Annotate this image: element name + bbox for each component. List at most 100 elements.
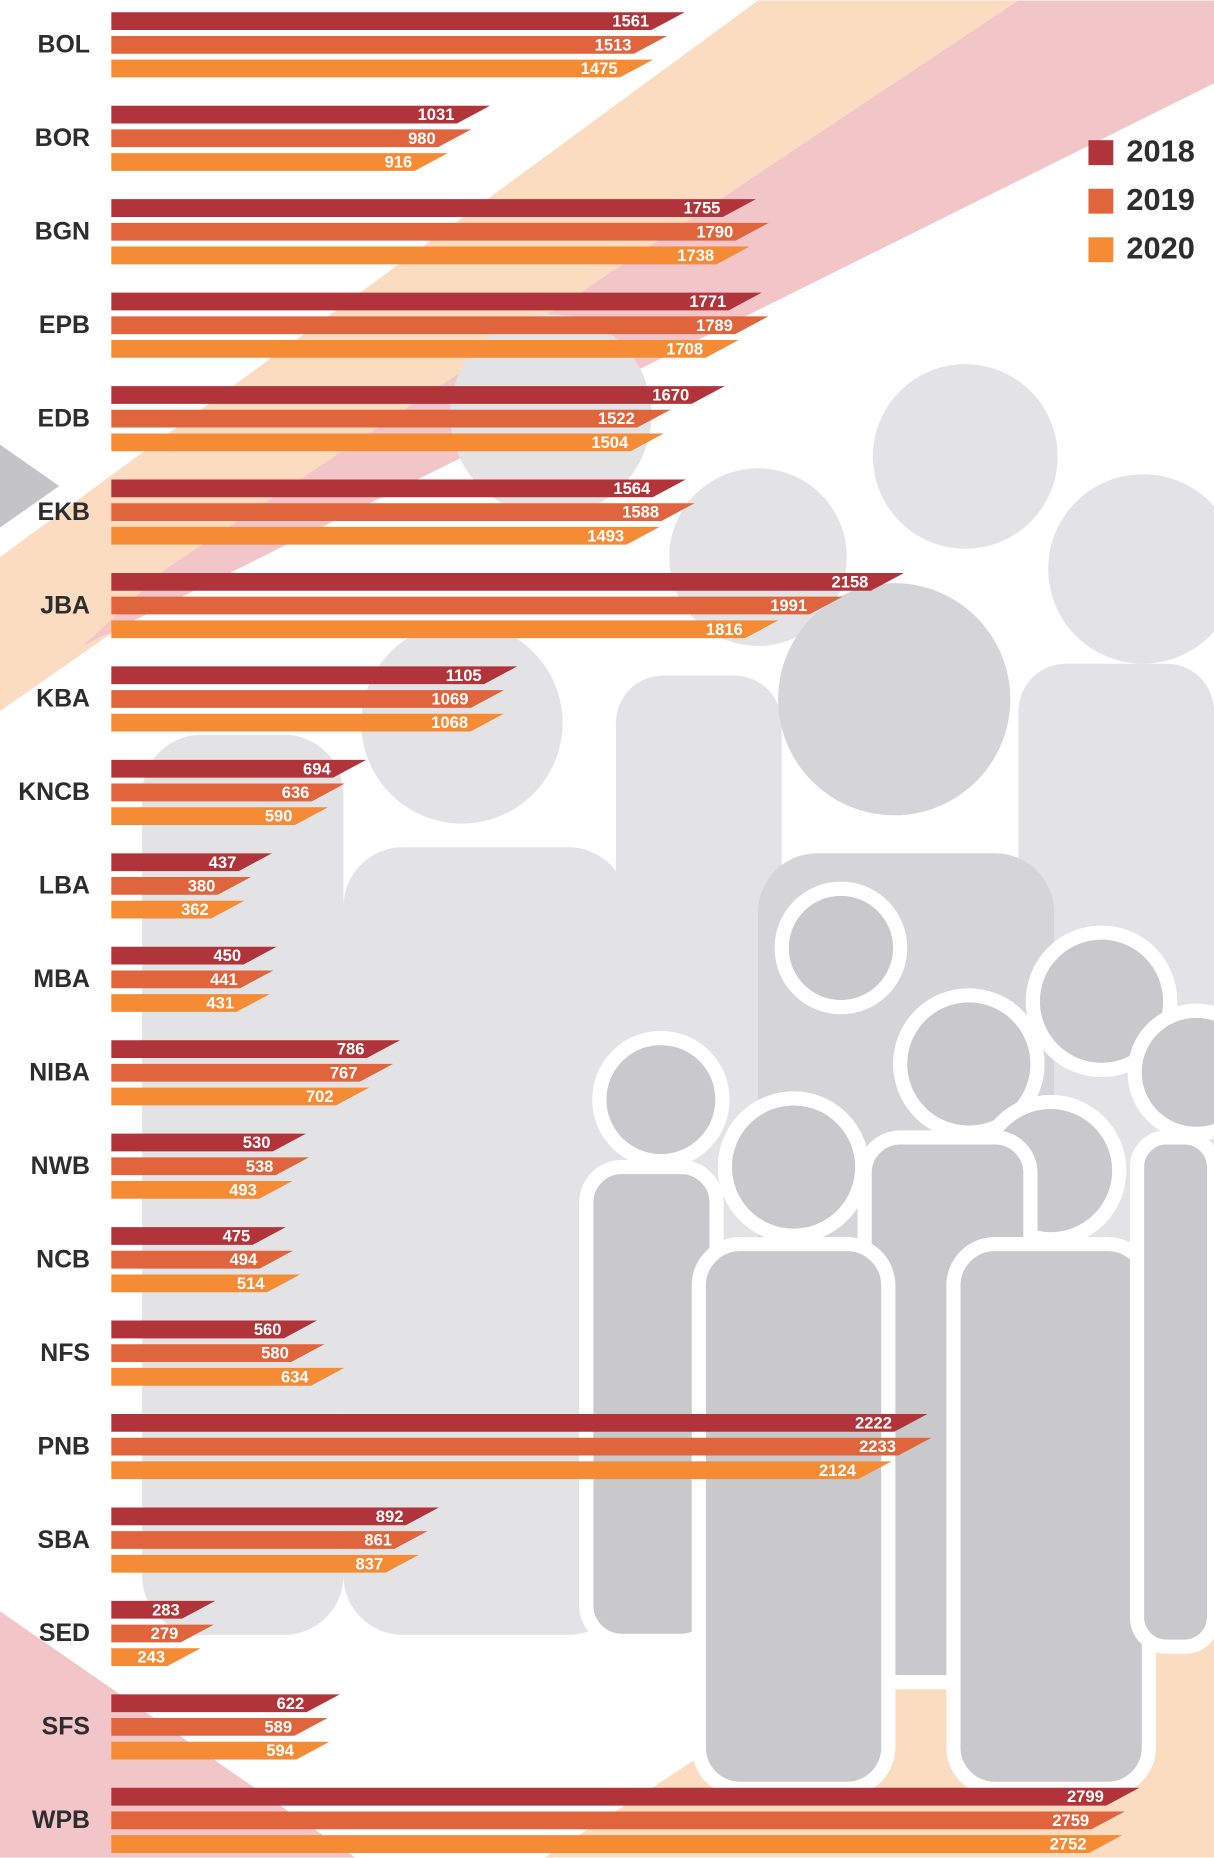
bar — [111, 1507, 439, 1526]
bar — [111, 1367, 345, 1386]
value-label: 1738 — [677, 246, 714, 265]
value-label: 538 — [246, 1157, 274, 1176]
legend-label: 2020 — [1126, 230, 1194, 265]
bar — [111, 35, 668, 54]
bar — [111, 853, 272, 872]
category-label: KNCB — [18, 778, 90, 806]
category-label: BOL — [38, 31, 90, 59]
bar — [111, 807, 329, 826]
value-label: 1816 — [706, 620, 743, 639]
bar — [111, 199, 756, 217]
category-label: BOR — [35, 124, 90, 152]
bar — [111, 292, 762, 311]
value-label: 560 — [254, 1320, 282, 1339]
value-label: 437 — [209, 853, 237, 872]
value-label: 634 — [281, 1367, 309, 1386]
category-label: NIBA — [29, 1059, 90, 1087]
bar — [111, 666, 518, 685]
value-label: 1475 — [581, 59, 618, 78]
value-label: 450 — [213, 946, 241, 965]
value-label: 441 — [210, 970, 238, 989]
value-label: 1561 — [612, 12, 649, 31]
bar — [111, 316, 769, 335]
category-label: NWB — [31, 1152, 90, 1180]
bar — [111, 690, 504, 708]
bar — [111, 386, 725, 404]
value-label: 494 — [230, 1250, 258, 1269]
value-label: 279 — [151, 1624, 179, 1643]
value-label: 1771 — [689, 292, 726, 311]
value-label: 767 — [330, 1063, 358, 1082]
value-label: 694 — [303, 759, 331, 778]
value-label: 1068 — [431, 713, 468, 732]
bar — [111, 1787, 1140, 1806]
bar — [111, 1624, 214, 1643]
value-label: 243 — [137, 1648, 165, 1667]
legend-swatch — [1088, 140, 1114, 166]
bar — [111, 222, 769, 241]
value-label: 1755 — [684, 199, 721, 218]
bar — [111, 1437, 932, 1456]
bar — [111, 994, 270, 1012]
value-label: 1522 — [598, 409, 635, 428]
value-label: 1069 — [432, 690, 469, 709]
value-label: 283 — [152, 1600, 180, 1619]
bar — [111, 1531, 428, 1549]
value-label: 1670 — [652, 386, 689, 405]
bar — [111, 105, 491, 124]
category-label: SBA — [38, 1526, 91, 1554]
bar — [111, 1181, 293, 1199]
value-label: 1991 — [770, 596, 807, 615]
bar — [111, 59, 654, 78]
bar — [111, 526, 660, 545]
category-label: WPB — [32, 1806, 90, 1834]
value-label: 837 — [356, 1554, 384, 1573]
value-label: 702 — [306, 1087, 334, 1106]
bar — [111, 1063, 394, 1082]
value-label: 1588 — [622, 503, 659, 522]
bar — [111, 503, 695, 521]
category-label: KBA — [36, 685, 90, 713]
bar — [111, 153, 448, 171]
bar — [111, 129, 472, 148]
value-label: 580 — [261, 1344, 289, 1363]
value-label: 380 — [188, 876, 216, 895]
bar — [111, 946, 277, 965]
category-label: MBA — [33, 965, 90, 993]
value-label: 362 — [181, 900, 209, 919]
value-label: 2752 — [1050, 1835, 1087, 1854]
value-label: 1708 — [666, 339, 703, 358]
category-label: EPB — [39, 311, 90, 339]
category-label: BGN — [35, 217, 90, 245]
legend-swatch — [1088, 188, 1114, 214]
bar — [111, 713, 504, 732]
value-label: 1564 — [613, 479, 651, 498]
category-label: NCB — [36, 1245, 90, 1273]
bar — [111, 1461, 892, 1480]
category-label: EDB — [38, 404, 91, 432]
bar — [111, 340, 739, 358]
value-label: 530 — [243, 1133, 271, 1152]
value-label: 2759 — [1052, 1811, 1089, 1830]
value-label: 493 — [229, 1180, 257, 1199]
value-label: 622 — [277, 1694, 305, 1713]
bar — [111, 1718, 328, 1736]
bar — [111, 620, 779, 639]
value-label: 1031 — [418, 105, 455, 124]
value-label: 431 — [206, 994, 234, 1013]
value-label: 636 — [282, 783, 310, 802]
value-label: 2233 — [859, 1437, 896, 1456]
category-label: JBA — [40, 591, 90, 619]
value-label: 892 — [376, 1507, 404, 1526]
bar — [111, 1344, 325, 1363]
bar — [111, 759, 367, 778]
value-label: 1513 — [595, 35, 632, 54]
bar — [111, 572, 904, 591]
category-label: SED — [39, 1619, 90, 1647]
value-label: 2158 — [832, 572, 869, 591]
bar — [111, 900, 245, 919]
bar — [111, 1811, 1125, 1830]
bar — [111, 596, 843, 615]
legend-label: 2019 — [1126, 182, 1194, 217]
